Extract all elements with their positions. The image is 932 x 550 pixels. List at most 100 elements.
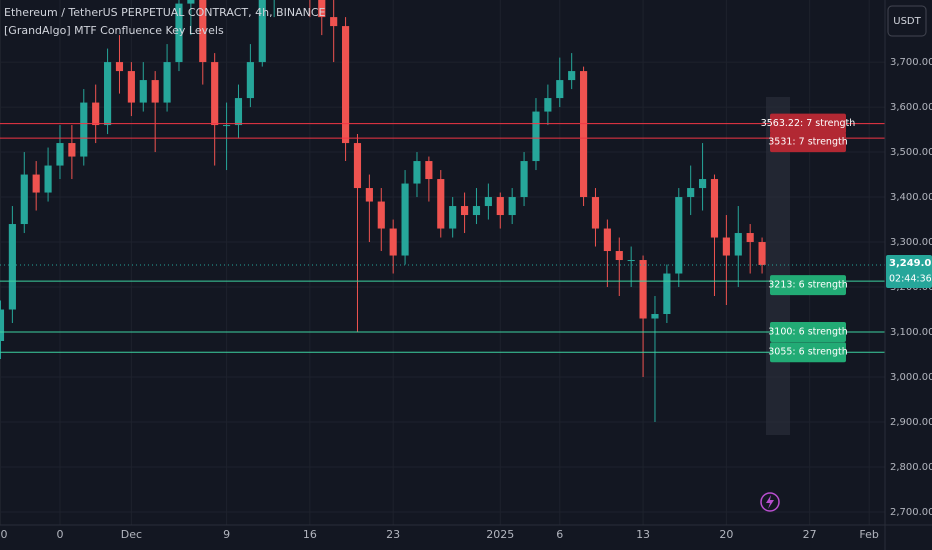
candle-body	[699, 179, 707, 189]
x-tick-label: 6	[556, 528, 563, 541]
candle-body	[330, 17, 338, 27]
candle-body	[377, 201, 385, 229]
level-label: 3100: 6 strength	[768, 327, 847, 338]
candle-body	[8, 224, 16, 310]
candle-body	[68, 143, 76, 157]
candle-body	[639, 260, 647, 319]
y-tick-label: 3,500.00	[890, 147, 932, 158]
level-label-box	[770, 322, 846, 343]
candle-body	[163, 62, 171, 103]
x-tick-label: 23	[386, 528, 400, 541]
candle-body	[187, 0, 195, 4]
candle-body	[413, 161, 421, 184]
x-tick-label: 27	[803, 528, 817, 541]
candle-body	[556, 80, 564, 99]
level-label: 3213: 6 strength	[768, 280, 847, 291]
candle-body	[258, 0, 266, 63]
x-tick-label: 0	[56, 528, 63, 541]
candle-body	[758, 242, 766, 265]
level-label: 3055: 6 strength	[768, 347, 847, 358]
y-tick-label: 3,000.00	[890, 372, 932, 383]
candle-body	[80, 102, 88, 157]
countdown: 02:44:36	[889, 273, 932, 284]
candle-body	[223, 125, 231, 127]
y-tick-label: 3,400.00	[890, 192, 932, 203]
candle-body	[32, 174, 40, 193]
candle-body	[353, 143, 362, 189]
candle-body	[56, 143, 64, 166]
candle-body	[734, 233, 742, 256]
candle-body	[591, 197, 600, 229]
y-tick-label: 3,300.00	[890, 237, 932, 248]
candle-body	[615, 251, 623, 261]
candle-body	[199, 0, 207, 63]
currency-label[interactable]: USDT	[893, 16, 921, 27]
candle-body	[318, 0, 326, 18]
x-tick-label: 2025	[486, 528, 514, 541]
highlight-zone	[766, 97, 790, 435]
candle-body	[234, 98, 243, 126]
y-tick-label: 2,800.00	[890, 462, 932, 473]
candle-body	[44, 165, 52, 193]
lightning-icon[interactable]	[760, 492, 780, 512]
candle-body	[746, 233, 754, 243]
candle-body	[0, 309, 5, 342]
candle-body	[437, 179, 445, 229]
candle-body	[675, 197, 683, 274]
candle-body	[722, 237, 730, 256]
candle-body	[461, 206, 469, 216]
candle-body	[544, 98, 552, 112]
x-tick-label: 00	[0, 528, 7, 541]
level-label-box	[770, 132, 846, 153]
plot-area	[0, 0, 885, 422]
x-tick-label: Dec	[121, 528, 142, 541]
x-tick-label: 13	[636, 528, 650, 541]
candle-body	[508, 197, 516, 216]
candle-body	[568, 71, 576, 81]
y-tick-label: 2,900.00	[890, 417, 932, 428]
overlay: 3563.22: 7 strength 3531: 7 strength 3213:…	[761, 113, 856, 363]
candle-body	[211, 62, 219, 126]
candle-body	[139, 80, 147, 103]
last-price-label: 3,249.05	[889, 258, 932, 269]
y-tick-label: 3,700.00	[890, 57, 932, 68]
candle-body	[151, 80, 159, 103]
candle-body	[246, 62, 254, 99]
level-label: 3531: 7 strength	[768, 137, 847, 148]
candle-body	[389, 228, 397, 256]
level-label: 3563.22: 7 strength	[761, 118, 856, 129]
candle-body	[484, 197, 492, 207]
candle-body	[663, 273, 671, 315]
candle-body	[20, 174, 28, 225]
chart-subtitle: [GrandAlgo] MTF Confluence Key Levels	[4, 24, 224, 37]
y-tick-label: 3,600.00	[890, 102, 932, 113]
x-tick-label: 20	[719, 528, 733, 541]
x-tick-label: 9	[223, 528, 230, 541]
level-label-box	[770, 113, 846, 134]
candle-body	[127, 71, 135, 103]
candle-body	[425, 161, 433, 180]
candle-body	[580, 71, 588, 198]
level-label-box	[770, 342, 846, 363]
candle-body	[175, 3, 183, 63]
candle-body	[449, 206, 457, 229]
candle-body	[472, 206, 481, 216]
candle-body	[687, 188, 695, 198]
x-tick-label: 16	[303, 528, 317, 541]
candle-body	[342, 26, 350, 144]
candle-body	[496, 197, 504, 216]
candle-body	[365, 188, 373, 202]
candle-body	[115, 62, 124, 72]
last-price-box	[886, 254, 932, 288]
candle-body	[603, 228, 611, 252]
y-tick-label: 2,700.00	[890, 507, 932, 518]
grid	[0, 0, 885, 525]
x-tick-label: Feb	[859, 528, 878, 541]
currency-button[interactable]	[887, 5, 927, 37]
candle-body	[104, 62, 112, 126]
level-label-box	[770, 275, 846, 296]
y-tick-label: 3,100.00	[890, 327, 932, 338]
candle-body	[627, 260, 635, 262]
